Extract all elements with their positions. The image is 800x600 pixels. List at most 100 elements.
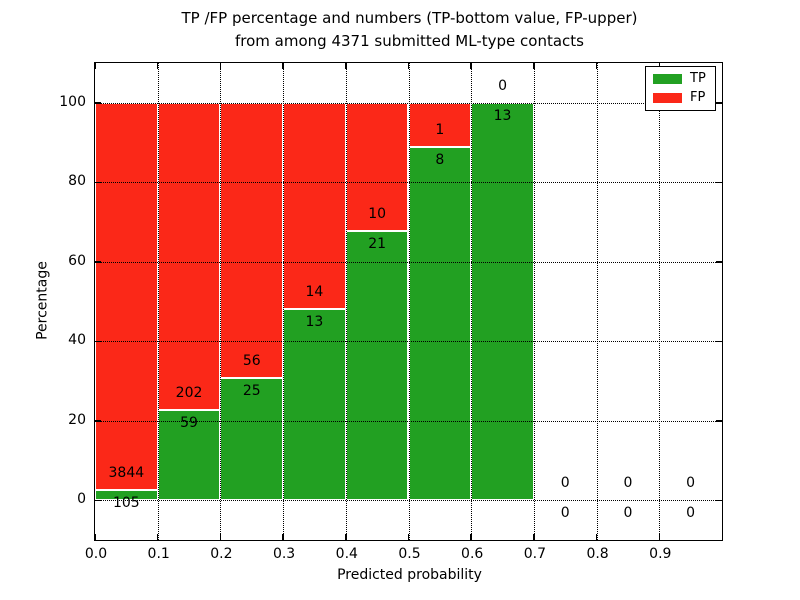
legend-swatch-tp-icon (653, 74, 682, 84)
x-tick-mark (156, 534, 159, 540)
x-tick-label: 0.1 (147, 546, 170, 562)
tp-count-label: 0 (686, 505, 696, 522)
bar-segment-fp (408, 102, 472, 147)
x-tick-mark (658, 534, 661, 540)
bar-segment-fp (283, 102, 346, 309)
x-gridline (659, 63, 661, 540)
legend-item-fp: FP (653, 91, 706, 105)
x-tick-label: 0.5 (398, 546, 421, 562)
tp-count-label: 59 (180, 415, 198, 432)
x-tick-label: 0.3 (272, 546, 296, 562)
bar-segment-tp (471, 102, 534, 501)
x-tick-mark (282, 63, 284, 69)
x-tick-mark (595, 63, 598, 69)
x-gridline (283, 63, 285, 540)
tp-count-label: 25 (242, 382, 261, 399)
x-tick-label: 0.0 (84, 546, 108, 562)
y-tick-label: 40 (68, 332, 86, 349)
x-tick-mark (345, 534, 347, 540)
tp-count-label: 105 (112, 494, 140, 511)
bar-segment-fp (95, 102, 158, 490)
bar-segment-tp (408, 146, 472, 501)
y-tick-mark (95, 420, 101, 422)
bar-segment-fp (157, 102, 221, 411)
x-tick-label: 0.6 (461, 546, 484, 562)
y-tick-mark (716, 261, 722, 263)
fp-count-label: 1 (435, 121, 445, 138)
y-tick-mark (95, 499, 101, 501)
tp-count-label: 0 (623, 505, 633, 522)
fp-count-label: 3844 (108, 464, 145, 481)
x-tick-mark (407, 63, 410, 69)
x-tick-mark (470, 63, 472, 69)
chart-title-line1: TP /FP percentage and numbers (TP-bottom… (181, 9, 638, 27)
x-gridline (471, 63, 473, 540)
y-tick-mark (716, 340, 722, 342)
y-tick-label: 20 (68, 411, 86, 428)
x-tick-mark (94, 534, 96, 540)
legend-label-fp: FP (690, 90, 706, 105)
tp-count-label: 13 (493, 107, 512, 124)
bar-segment-tp (95, 489, 158, 501)
tp-count-label: 21 (368, 235, 387, 252)
x-tick-mark (156, 63, 159, 69)
x-tick-label: 0.7 (523, 546, 547, 562)
fp-count-label: 202 (175, 385, 203, 402)
fp-count-label: 0 (560, 475, 570, 492)
fp-count-label: 0 (498, 77, 508, 94)
x-tick-mark (282, 534, 284, 540)
x-tick-mark (94, 63, 96, 69)
x-tick-mark (219, 63, 222, 69)
tp-count-label: 13 (305, 313, 324, 330)
bar-segment-tp (157, 410, 221, 501)
y-tick-mark (716, 420, 722, 422)
y-tick-label: 80 (68, 173, 86, 190)
x-tick-label: 0.8 (586, 546, 609, 562)
y-tick-label: 100 (59, 93, 86, 110)
y-tick-mark (716, 499, 722, 501)
legend: TP FP (645, 66, 716, 111)
legend-item-tp: TP (653, 72, 706, 86)
x-gridline (220, 63, 222, 540)
fp-count-label: 10 (368, 205, 387, 222)
fp-count-label: 0 (623, 475, 633, 492)
bar-segment-tp (345, 230, 409, 501)
x-gridline (533, 63, 535, 540)
chart-title-line2: from among 4371 submitted ML-type contac… (235, 32, 584, 50)
legend-label-tp: TP (690, 71, 706, 86)
x-tick-mark (533, 534, 535, 540)
y-tick-mark (716, 181, 722, 183)
y-tick-label: 0 (77, 491, 86, 508)
y-axis-label: Percentage (34, 261, 51, 340)
x-tick-mark (345, 63, 347, 69)
x-tick-mark (407, 534, 410, 540)
x-tick-mark (219, 534, 222, 540)
y-tick-mark (95, 340, 101, 342)
plot-area: 3844 105 202 59 56 25 14 13 10 21 1 8 0 13 0 0 0 0 0 0 (94, 62, 723, 541)
fp-count-label: 14 (305, 283, 324, 300)
x-tick-mark (470, 534, 472, 540)
y-tick-mark (716, 102, 722, 104)
y-tick-mark (95, 181, 101, 183)
x-gridline (345, 63, 347, 540)
tp-count-label: 0 (560, 505, 570, 522)
bar-segment-fp (220, 102, 284, 378)
x-axis-label: Predicted probability (337, 567, 482, 583)
x-gridline (408, 63, 410, 540)
chart-title: TP /FP percentage and numbers (TP-bottom… (96, 7, 723, 53)
legend-swatch-fp-icon (653, 93, 682, 103)
x-tick-label: 0.9 (649, 546, 672, 562)
x-tick-label: 0.4 (335, 546, 358, 562)
tp-count-label: 8 (435, 151, 445, 168)
x-gridline (157, 63, 159, 540)
x-tick-label: 0.2 (210, 546, 233, 562)
bar-segment-tp (283, 308, 346, 501)
fp-count-label: 0 (686, 475, 696, 492)
y-tick-mark (95, 261, 101, 263)
y-tick-label: 60 (68, 252, 86, 269)
y-tick-mark (95, 102, 101, 104)
fp-count-label: 56 (242, 352, 261, 369)
x-tick-mark (595, 534, 598, 540)
x-gridline (596, 63, 598, 540)
x-tick-mark (533, 63, 535, 69)
